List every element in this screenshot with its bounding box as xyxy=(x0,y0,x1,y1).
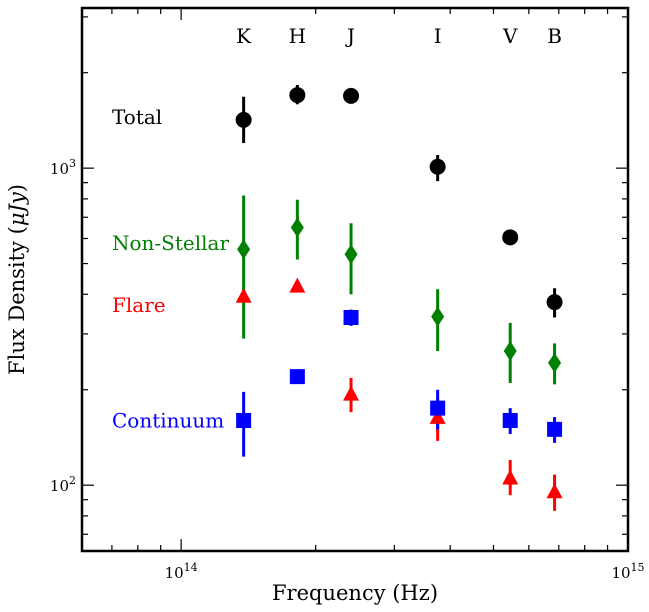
non-stellar-point xyxy=(344,244,358,265)
band-label-j: J xyxy=(345,24,355,48)
total-point xyxy=(502,229,519,246)
y-tick-label-exponent: 2 xyxy=(69,474,76,487)
y-tick-label: 102 xyxy=(50,474,76,495)
non-stellar-point xyxy=(237,239,251,260)
band-label-b: B xyxy=(547,24,562,48)
y-axis-label: Flux Density (μJy) xyxy=(5,184,29,375)
continuum-point xyxy=(547,421,563,437)
band-label-h: H xyxy=(289,24,306,48)
continuum-point xyxy=(430,400,446,416)
flare-point xyxy=(289,277,306,293)
non-stellar-point xyxy=(503,340,517,361)
total-point xyxy=(235,111,252,128)
markers-layer xyxy=(235,87,563,499)
non-stellar-point xyxy=(548,352,562,373)
series-label-non-stellar: Non-Stellar xyxy=(112,231,229,255)
total-point xyxy=(343,87,360,104)
flare-point xyxy=(235,287,252,303)
flare-point xyxy=(343,385,360,401)
flare-point xyxy=(546,483,563,499)
series-label-flare: Flare xyxy=(112,293,166,317)
y-axis-label-prefix: Flux Density ( xyxy=(5,226,29,375)
y-tick-label-base: 10 xyxy=(50,160,69,178)
band-label-v: V xyxy=(502,24,518,48)
flare-point xyxy=(502,469,519,485)
y-axis-label-suffix: ) xyxy=(5,184,29,192)
x-tick-label-exponent: 14 xyxy=(184,561,198,574)
x-tick-label-base: 10 xyxy=(165,564,184,582)
x-tick-label: 1014 xyxy=(165,561,198,582)
flare-point xyxy=(429,408,446,424)
y-tick-label: 103 xyxy=(50,157,76,178)
y-axis-label-unit: μJy xyxy=(5,191,29,226)
x-axis-label: Frequency (Hz) xyxy=(272,581,438,605)
non-stellar-point xyxy=(290,217,304,238)
x-tick-label-base: 10 xyxy=(611,564,630,582)
total-point xyxy=(289,87,306,104)
total-point xyxy=(546,294,563,311)
plot-frame xyxy=(80,6,630,553)
total-point xyxy=(429,158,446,175)
series-label-continuum: Continuum xyxy=(112,408,224,432)
y-tick-label-base: 10 xyxy=(50,477,69,495)
series-label-total: Total xyxy=(112,105,162,129)
continuum-point xyxy=(502,412,518,428)
continuum-point xyxy=(289,369,305,385)
band-label-k: K xyxy=(236,24,252,48)
continuum-point xyxy=(236,412,252,428)
x-tick-label-exponent: 15 xyxy=(631,561,645,574)
continuum-point xyxy=(343,309,359,325)
non-stellar-point xyxy=(431,306,445,327)
band-label-i: I xyxy=(434,24,442,48)
x-tick-label: 1015 xyxy=(611,561,644,582)
y-tick-label-exponent: 3 xyxy=(69,157,76,170)
errorbars-layer xyxy=(242,84,557,511)
